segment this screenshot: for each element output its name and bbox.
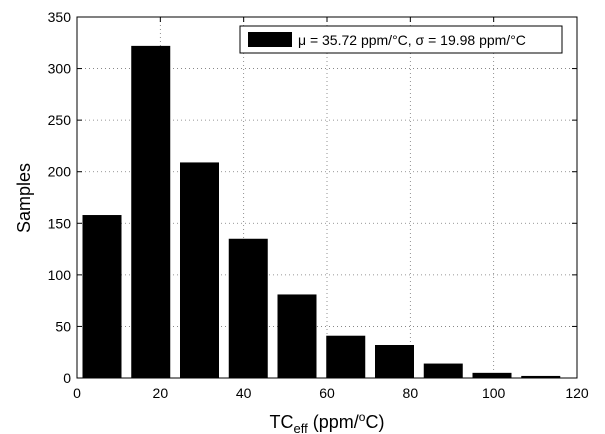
y-tick-label: 150 bbox=[48, 215, 72, 231]
x-tick-label: 60 bbox=[319, 385, 335, 401]
bar bbox=[472, 372, 512, 378]
y-tick-label: 350 bbox=[48, 9, 72, 25]
y-axis-label: Samples bbox=[14, 163, 34, 233]
axes-frame bbox=[76, 16, 578, 379]
x-label-part: o bbox=[359, 410, 366, 424]
bar bbox=[131, 45, 171, 378]
y-tick-label: 250 bbox=[48, 112, 72, 128]
bar bbox=[423, 363, 463, 378]
x-label-part: eff bbox=[294, 421, 309, 434]
x-tick-label: 20 bbox=[153, 385, 169, 401]
x-tick-label: 100 bbox=[482, 385, 506, 401]
x-tick-label: 120 bbox=[565, 385, 589, 401]
y-tick-label: 50 bbox=[55, 318, 71, 334]
bar bbox=[180, 162, 219, 378]
legend-swatch bbox=[248, 32, 292, 47]
bar bbox=[82, 215, 122, 378]
legend-box bbox=[239, 25, 563, 54]
y-tick-label: 200 bbox=[48, 164, 72, 180]
x-axis-label: TCeff (ppm/oC) bbox=[270, 410, 385, 434]
bar bbox=[375, 344, 414, 378]
legend-label: μ = 35.72 ppm/°C, σ = 19.98 ppm/°C bbox=[298, 32, 526, 48]
y-tick-label: 100 bbox=[48, 267, 72, 283]
x-tick-label: 80 bbox=[403, 385, 419, 401]
x-label-part: TC bbox=[270, 412, 294, 432]
x-label-part: C) bbox=[365, 412, 384, 432]
bar bbox=[521, 375, 561, 378]
x-tick-label: 0 bbox=[73, 385, 81, 401]
bar bbox=[326, 335, 366, 378]
bar bbox=[228, 238, 268, 378]
y-tick-label: 300 bbox=[48, 61, 72, 77]
x-tick-label: 40 bbox=[236, 385, 252, 401]
bar bbox=[277, 294, 317, 378]
x-label-part: (ppm/ bbox=[308, 412, 359, 432]
y-tick-label: 0 bbox=[63, 370, 71, 386]
